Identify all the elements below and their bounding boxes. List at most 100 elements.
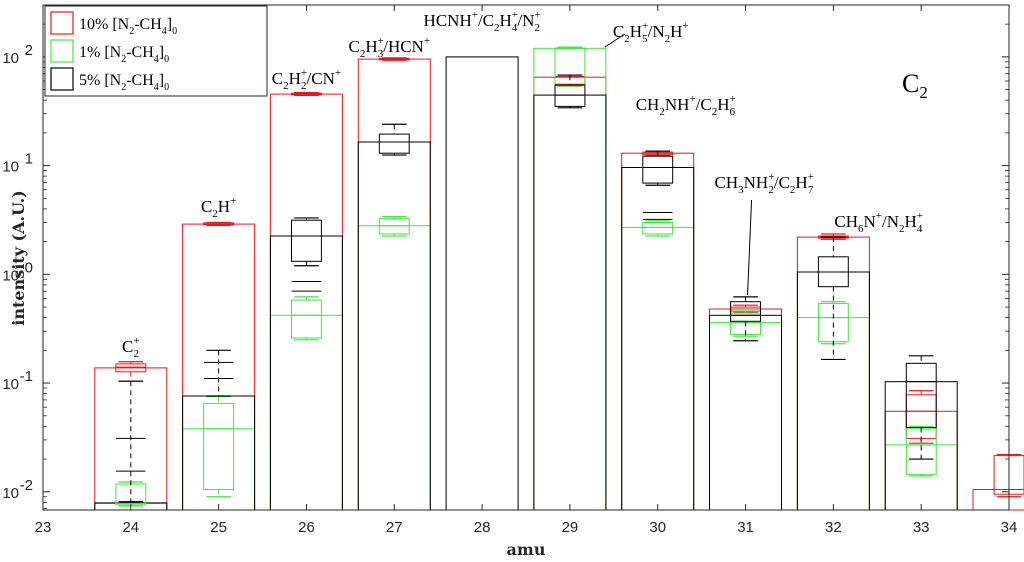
annotation-amu31-part-9: 7 (808, 184, 814, 196)
annotation-amu25-part-3: + (230, 195, 236, 207)
box-s2-amu33 (905, 362, 937, 428)
x-tick-label-26: 26 (298, 519, 315, 536)
annotation-amu31-part-4: 2 (768, 184, 774, 196)
annotation-amu31-part-8: + (808, 171, 814, 183)
annotation-amu25-part-1: 2 (212, 208, 218, 220)
annotation-amu27-part-5: /HCN (383, 37, 424, 56)
y-tick-label-2: 10 (2, 267, 19, 284)
y-tick-label-base-0: 10 (2, 485, 19, 502)
y-tick-label-exp-1: -1 (20, 368, 33, 385)
x-axis-label: amu (507, 540, 546, 559)
annotation-amu26-part-0: C (272, 69, 283, 88)
y-tick-label-4: 10 (2, 50, 19, 67)
annotation-amu24: C+ 2 (122, 335, 140, 360)
annotation-amu29-part-6: 2 (665, 33, 671, 45)
annotation-amu26-part-6: + (335, 67, 341, 79)
box-s0-amu24 (115, 363, 147, 373)
x-tick-label-31: 31 (737, 519, 754, 536)
panel-label-sub: 2 (919, 83, 928, 102)
annotation-amu26-part-2: H (289, 69, 301, 88)
legend-label-1-part-5: 0 (164, 54, 169, 65)
annotation-amu27-part-4: 3 (378, 48, 384, 60)
legend-swatch-2 (50, 67, 74, 91)
x-tick-label-25: 25 (210, 519, 227, 536)
annotation-amu28-part-1: + (472, 9, 478, 21)
annotation-amu29: C2H+ 5/N2H+ (613, 20, 689, 45)
legend-swatch-0 (50, 11, 74, 35)
panel-label-base: C (902, 69, 919, 98)
x-tick-label-28: 28 (474, 519, 491, 536)
annotation-amu24-part-2: 2 (133, 348, 139, 360)
annotation-amu26-part-1: 2 (283, 80, 289, 92)
legend-label-0-part-1: 2 (129, 26, 134, 37)
annotation-amu32-part-0: CH (834, 212, 858, 231)
annotation-amu27-part-0: C (348, 37, 359, 56)
annotation-amu26-part-3: + (301, 67, 307, 79)
annotation-amu32-part-2: N (863, 212, 875, 231)
x-tick-label-27: 27 (386, 519, 403, 536)
annotation-amu32: CH6N+/N2H+ 4 (834, 210, 923, 235)
annotation-amu30-part-3: + (689, 93, 695, 105)
legend-label-1-part-2: -CH (126, 44, 154, 61)
annotation-amu28: HCNH+/C2H+ 4/N+ 2 (424, 9, 541, 34)
annotation-amu30-part-8: 6 (730, 106, 736, 118)
legend-label-2-part-0: 5% [N (79, 72, 122, 89)
annotation-amu28-part-2: /C (478, 11, 494, 30)
annotation-amu29-part-8: + (682, 20, 688, 32)
annotation-amu25-part-2: H (218, 197, 230, 216)
box-s0-amu25 (203, 222, 235, 226)
y-tick-label-base-3: 10 (2, 159, 19, 176)
annotation-amu30-part-4: /C (696, 95, 712, 114)
y-tick-label-exp-2: 0 (25, 259, 33, 276)
annotation-amu30-part-5: 2 (712, 106, 718, 118)
legend-label-2-part-2: -CH (126, 72, 154, 89)
x-tick-label-23: 23 (35, 519, 52, 536)
y-tick-label-exp-4: 2 (25, 42, 33, 59)
annotation-amu28-part-9: 2 (535, 22, 541, 34)
annotation-amu30-part-6: H (717, 95, 729, 114)
annotation-amu24-part-0: C (122, 337, 133, 356)
legend: 10% [N2-CH4]01% [N2-CH4]05% [N2-CH4]0 (44, 5, 268, 97)
annotation-amu25: C2H+ (201, 195, 236, 220)
x-tick-label-32: 32 (825, 519, 842, 536)
annotation-amu29-part-5: /N (648, 22, 665, 41)
legend-label-0-part-3: 4 (162, 26, 167, 37)
annotation-amu31-part-1: 3 (738, 184, 744, 196)
box-s1-amu30 (642, 222, 674, 235)
annotation-amu26-part-4: 2 (301, 80, 307, 92)
annotation-leader-amu29 (604, 33, 626, 48)
annotation-amu28-part-5: + (512, 9, 518, 21)
legend-label-1-part-4: ] (159, 44, 164, 61)
legend-label-2-part-3: 4 (154, 82, 159, 93)
annotation-amu28-part-8: + (534, 9, 540, 21)
y-tick-label-exp-0: -2 (20, 477, 33, 494)
annotation-amu27: C2H+ 3/HCN+ (348, 35, 430, 60)
annotation-amu27-part-3: + (378, 35, 384, 47)
y-tick-label-base-4: 10 (2, 50, 19, 67)
annotation-amu31-part-7: H (795, 173, 807, 192)
legend-label-1-part-3: 4 (154, 54, 159, 65)
x-tick-label-29: 29 (562, 519, 579, 536)
annotation-amu30-part-1: 2 (659, 106, 665, 118)
y-tick-label-3: 10 (2, 159, 19, 176)
legend-label-2-part-1: 2 (121, 82, 126, 93)
y-axis-label: intensity (A.U.) (9, 190, 28, 325)
legend-label-1-part-1: 2 (121, 54, 126, 65)
annotation-amu26-part-5: /CN (307, 69, 335, 88)
annotation-amu28-part-7: /N (517, 11, 534, 30)
box-s2-amu30 (642, 155, 674, 184)
annotation-amu32-part-1: 6 (858, 223, 864, 235)
legend-label-2-part-4: ] (159, 72, 164, 89)
box-s0-amu26 (291, 92, 322, 96)
annotation-amu32-part-4: /N (882, 212, 899, 231)
box-s1-amu27 (378, 218, 410, 235)
y-tick-label-exp-3: 1 (25, 151, 33, 168)
y-tick-label-base-1: 10 (2, 376, 19, 393)
legend-label-0: 10% [N2-CH4]0 (79, 16, 177, 37)
annotation-amu27-part-6: + (424, 35, 430, 47)
legend-label-2: 5% [N2-CH4]0 (79, 72, 169, 93)
legend-label-0-part-2: -CH (134, 16, 162, 33)
box-s2-amu31 (730, 301, 761, 322)
